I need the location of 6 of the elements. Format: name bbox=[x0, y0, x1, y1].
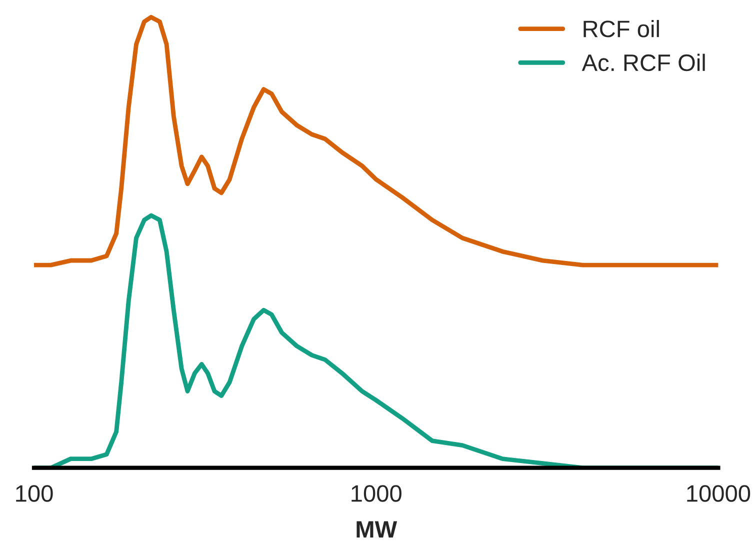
legend-label: RCF oil bbox=[584, 20, 659, 38]
legend-label: Ac. RCF Oil bbox=[582, 54, 705, 72]
x-tick-label: 10000 bbox=[687, 485, 750, 502]
x-axis-title: MW bbox=[356, 521, 398, 538]
x-tick-label: 1000 bbox=[352, 485, 402, 502]
x-tick-label: 100 bbox=[16, 485, 53, 502]
